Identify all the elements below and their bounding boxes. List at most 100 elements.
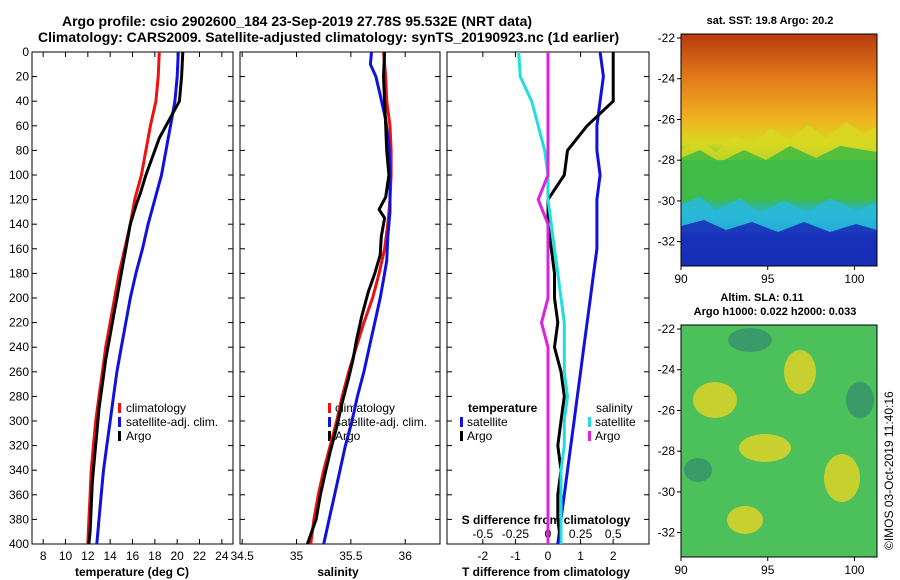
y-tick-label: 40 [16,94,30,108]
x-tick-label: 22 [193,549,207,563]
sla-blob [784,350,816,394]
legend-climatology-label: climatology [126,401,186,415]
sla-blob [727,506,763,534]
temperature-panel: temperature (deg C) climatology satellit… [9,45,234,579]
series-line-s-satellite [517,51,569,544]
map-y-tick-label: -22 [658,31,676,45]
sla-map-frame [680,324,878,558]
y-tick-label: 240 [9,340,29,354]
x-tick-label: 2 [610,549,617,563]
x-tick-label: 0 [545,549,552,563]
top-tick-label: 0.5 [605,527,622,541]
legend-satellite-label: satellite-adj. clim. [335,415,427,429]
x-tick-label: 36 [399,549,413,563]
top-tick-label: -0.25 [502,527,530,541]
legend-t-satellite-label: satellite [467,415,508,429]
top-tick-label: 0.25 [569,527,593,541]
sst-blue-band [681,220,877,266]
y-tick-label: 80 [16,143,30,157]
y-tick-label: 340 [9,463,29,477]
sla-blob [824,454,860,502]
y-tick-label: 260 [9,365,29,379]
y-tick-label: 400 [9,537,29,551]
map-x-tick-label: 100 [844,563,864,577]
series-line-t-argo [546,52,615,545]
map-x-tick-label: 95 [761,563,775,577]
map-y-tick-label: -30 [658,485,676,499]
y-tick-label: 160 [9,242,29,256]
map-y-tick-label: -26 [658,112,676,126]
legend-satellite-label: satellite-adj. clim. [126,415,218,429]
series-line-argo [305,51,391,545]
x-tick-label: 12 [81,549,95,563]
legend-argo-label: Argo [126,429,152,443]
x-tick-label: 1 [577,549,584,563]
x-tick-label: 24 [215,549,229,563]
map-y-tick-label: -30 [658,194,676,208]
series-line-s-argo [536,52,550,544]
sla-blob-low [728,328,772,352]
x-tick-label: 35.5 [339,549,363,563]
header-line2: Climatology: CARS2009. Satellite-adjuste… [38,29,619,45]
legend-t-satellite-swatch [460,417,463,427]
x-tick-label: 35 [290,549,304,563]
legend-climatology-swatch [118,403,121,413]
x-tick-label: 8 [40,549,47,563]
y-tick-label: 200 [9,291,29,305]
sst-map-frame [680,33,878,267]
legend-s-argo-label: Argo [595,429,621,443]
map-y-tick-label: -22 [658,322,676,336]
map-y-tick-label: -26 [658,403,676,417]
y-tick-label: 100 [9,168,29,182]
map-y-tick-label: -24 [658,363,676,377]
legend-climatology-label: climatology [335,401,395,415]
salinity-xlabel: salinity [317,565,359,579]
legend-s-satellite-swatch [588,417,591,427]
sst-cyan-band [681,196,877,232]
legend-s-satellite-label: satellite [595,415,636,429]
legend-t-argo-swatch [460,431,463,441]
y-tick-label: 20 [16,70,30,84]
map-y-tick-label: -28 [658,153,676,167]
sla-blob-low [846,382,874,418]
legend-argo-swatch [118,431,121,441]
legend-t-argo-label: Argo [467,429,493,443]
salinity-frame [239,51,441,545]
sla-blob [693,382,737,418]
temperature-xlabel: temperature (deg C) [75,565,189,579]
sst-map-title: sat. SST: 19.8 Argo: 20.2 [707,15,834,27]
y-tick-label: 0 [22,45,29,59]
x-tick-label: -1 [510,549,521,563]
legend-s-argo-swatch [588,431,591,441]
map-x-tick-label: 90 [674,272,688,286]
map-x-tick-label: 95 [761,272,775,286]
map-x-tick-label: 90 [674,563,688,577]
map-y-tick-label: -32 [658,235,676,249]
legend-salinity-title: salinity [596,401,633,415]
sla-blob-low [684,458,712,482]
legend-climatology-swatch [328,403,331,413]
series-line-climatology [309,51,393,545]
x-tick-label: 20 [170,549,184,563]
credit-text: ©IMOS 03-Oct-2019 11:40:16 [882,391,896,550]
difference-legend: temperature satellite Argo salinity sate… [460,401,636,443]
y-tick-label: 360 [9,488,29,502]
legend-satellite-swatch [118,417,121,427]
map-y-tick-label: -28 [658,444,676,458]
y-tick-label: 60 [16,119,30,133]
y-tick-label: 300 [9,414,29,428]
series-line-satellite [95,51,180,545]
legend-satellite-swatch [328,417,331,427]
sst-green-band [681,146,877,200]
x-tick-label: 16 [126,549,140,563]
x-tick-label: 10 [59,549,73,563]
y-tick-label: 320 [9,439,29,453]
x-tick-label: 34.5 [230,549,254,563]
y-tick-label: 380 [9,512,29,526]
sla-blob [739,434,791,462]
sst-map-panel: sat. SST: 19.8 Argo: 20.2 -22 -24 -26 -28 -3… [658,15,878,286]
x-tick-label: 18 [148,549,162,563]
temperature-legend: climatology satellite-adj. clim. Argo [118,401,218,443]
legend-temperature-title: temperature [468,401,538,415]
